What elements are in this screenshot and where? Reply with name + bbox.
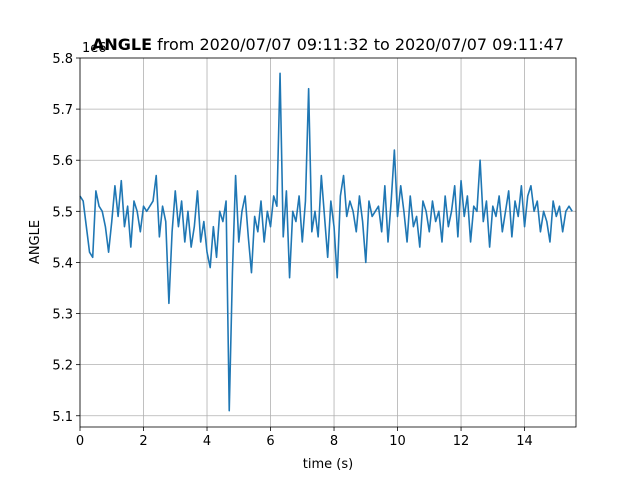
- y-tick-label: 5.6: [52, 154, 73, 169]
- x-tick-label: 2: [139, 434, 147, 449]
- y-tick-label: 5.7: [52, 103, 73, 118]
- offset-label: 1e6: [82, 41, 107, 56]
- x-tick-label: 10: [389, 434, 406, 449]
- title-rest: from 2020/07/07 09:11:32 to 2020/07/07 0…: [152, 35, 564, 54]
- x-tick-label: 0: [76, 434, 84, 449]
- x-tick-label: 8: [330, 434, 338, 449]
- y-tick-label: 5.4: [52, 256, 73, 271]
- x-axis-label: time (s): [303, 457, 353, 472]
- x-tick-label: 4: [203, 434, 211, 449]
- y-tick-label: 5.1: [52, 410, 73, 425]
- y-tick-label: 5.3: [52, 308, 73, 323]
- x-tick-label: 6: [266, 434, 274, 449]
- x-tick-label: 12: [453, 434, 470, 449]
- data-line: [79, 72, 573, 412]
- x-tick-label: 14: [516, 434, 533, 449]
- plot-frame: [79, 57, 577, 428]
- y-tick-label: 5.5: [52, 205, 73, 220]
- y-tick-label: 5.8: [52, 52, 73, 67]
- chart-title: ANGLE from 2020/07/07 09:11:32 to 2020/0…: [92, 35, 564, 54]
- title-bold: ANGLE: [92, 35, 152, 54]
- y-tick-label: 5.2: [52, 359, 73, 374]
- y-axis-label: ANGLE: [28, 220, 43, 264]
